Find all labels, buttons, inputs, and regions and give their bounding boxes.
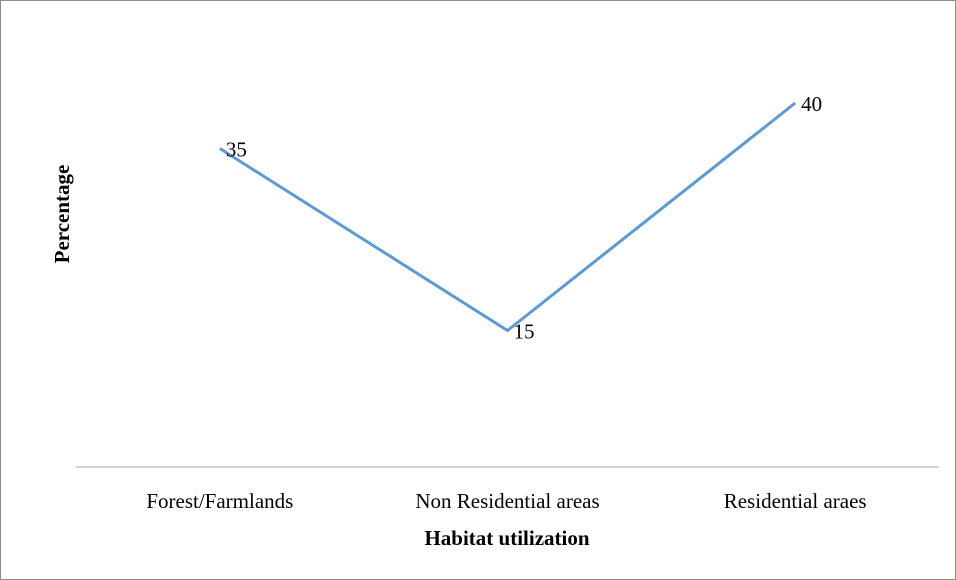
data-label: 15 bbox=[514, 320, 535, 344]
x-tick-label: Non Residential areas bbox=[415, 489, 599, 513]
x-tick-label: Forest/Farmlands bbox=[146, 489, 293, 513]
data-label-layer: 35 15 40 bbox=[226, 92, 822, 344]
y-axis-title: Percentage bbox=[50, 165, 74, 264]
data-label: 40 bbox=[801, 92, 822, 116]
series-layer bbox=[219, 101, 797, 333]
series-line bbox=[219, 101, 797, 333]
x-tick-label: Residential araes bbox=[724, 489, 867, 513]
data-label: 35 bbox=[226, 138, 247, 162]
x-axis-title: Habitat utilization bbox=[424, 526, 589, 550]
category-label-layer: Forest/Farmlands Non Residential areas Res… bbox=[146, 489, 866, 513]
